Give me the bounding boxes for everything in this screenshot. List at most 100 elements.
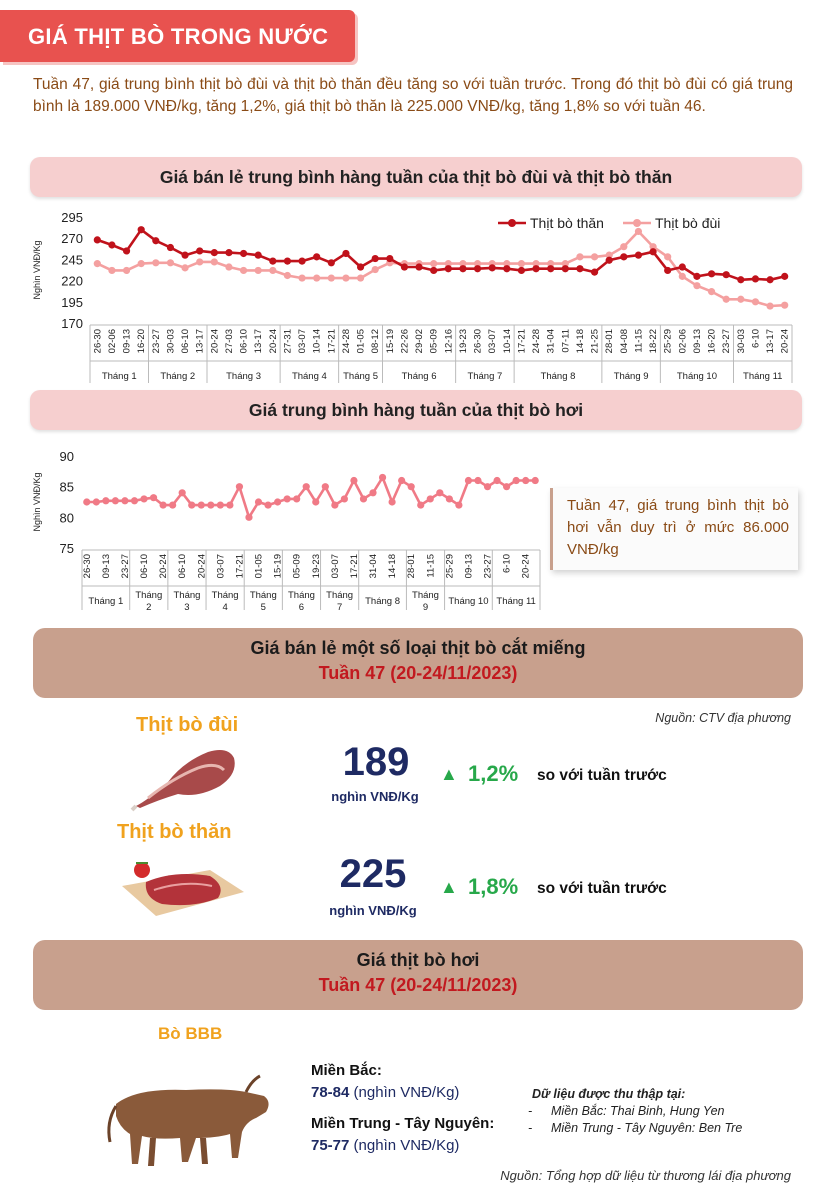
data-point bbox=[298, 274, 306, 282]
data-point bbox=[634, 251, 643, 259]
retail-price-chart: 295 270 245 220 195 170 Nghìn VNĐ/Kg 26-30 02-06… bbox=[32, 210, 793, 383]
x-tick-label: 20-24 bbox=[196, 554, 207, 578]
y-tick-label: 90 bbox=[60, 449, 74, 464]
data-point bbox=[137, 260, 145, 268]
product-name-dui: Thịt bò đùi bbox=[136, 714, 239, 736]
data-point bbox=[781, 301, 789, 309]
data-point bbox=[254, 498, 263, 506]
data-point bbox=[430, 260, 438, 268]
x-tick-label: 23-27 bbox=[120, 554, 131, 578]
data-point bbox=[166, 243, 175, 252]
cut-meat-title: Giá bán lẻ một số loại thịt bò cắt miếng bbox=[250, 638, 586, 658]
data-point bbox=[274, 498, 282, 506]
x-tick-label: 23-27 bbox=[483, 554, 494, 578]
x-tick-label: 03-07 bbox=[215, 554, 226, 578]
data-point bbox=[152, 237, 160, 245]
data-point bbox=[430, 266, 438, 275]
chart1-title: Giá bán lẻ trung bình hàng tuần của thịt… bbox=[159, 167, 673, 187]
data-point bbox=[283, 495, 291, 503]
x-tick-label: 05-09 bbox=[292, 554, 303, 578]
data-point bbox=[493, 476, 501, 485]
x-tick-label: 27-31 bbox=[282, 329, 293, 353]
x-tick-label: 11-15 bbox=[633, 329, 644, 353]
data-point bbox=[678, 272, 686, 280]
y-axis-label: Nghìn VNĐ/Kg bbox=[32, 240, 42, 299]
breed-name: Bò BBB bbox=[158, 1024, 223, 1043]
data-point bbox=[327, 259, 335, 267]
x-tick-label: 31-04 bbox=[368, 554, 379, 578]
y-tick-label: 80 bbox=[60, 510, 74, 525]
data-point bbox=[342, 249, 350, 258]
data-point bbox=[751, 298, 760, 306]
data-point bbox=[378, 473, 387, 482]
chart1-banner: Giá bán lẻ trung bình hàng tuần của thịt… bbox=[30, 157, 802, 197]
data-point bbox=[445, 495, 453, 503]
x-tick-label: 16-20 bbox=[136, 329, 147, 353]
data-point bbox=[92, 498, 100, 506]
data-point bbox=[169, 501, 177, 509]
month-label: 3 bbox=[184, 602, 189, 613]
data-point bbox=[340, 495, 348, 503]
data-point bbox=[254, 266, 262, 275]
data-point bbox=[111, 497, 119, 505]
x-tick-label: 01-05 bbox=[254, 554, 265, 578]
data-point bbox=[415, 263, 423, 271]
data-point bbox=[547, 260, 555, 268]
chart2-note-box: Tuần 47, giá trung bình thịt bò hơi vẫn … bbox=[550, 488, 798, 570]
month-label: Tháng 1 bbox=[88, 596, 123, 607]
beef-leg-image bbox=[130, 750, 235, 812]
data-point bbox=[707, 288, 716, 296]
data-point bbox=[503, 265, 511, 273]
data-point bbox=[436, 489, 444, 497]
y-tick-label: 295 bbox=[61, 210, 83, 225]
month-label: Tháng bbox=[173, 590, 200, 601]
series-line bbox=[96, 228, 785, 282]
data-point bbox=[102, 497, 110, 505]
month-label: 6 bbox=[299, 602, 304, 613]
x-tick-label: 28-01 bbox=[406, 554, 417, 578]
data-point bbox=[356, 263, 365, 271]
y-tick-label: 75 bbox=[60, 541, 74, 556]
data-point bbox=[108, 266, 116, 275]
legend-marker bbox=[633, 219, 641, 227]
x-tick-label: 04-08 bbox=[619, 329, 630, 353]
data-point bbox=[327, 274, 335, 282]
intro-paragraph: Tuần 47, giá trung bình thịt bò đùi và t… bbox=[33, 76, 793, 115]
x-tick-label: 01-05 bbox=[356, 329, 367, 353]
month-label: Tháng 8 bbox=[541, 371, 576, 382]
central-label: Miền Trung - Tây Nguyên: bbox=[311, 1115, 495, 1132]
x-tick-label: 26-30 bbox=[92, 329, 103, 353]
data-point bbox=[216, 501, 224, 509]
data-point bbox=[649, 243, 657, 251]
month-label: Tháng 7 bbox=[467, 371, 502, 382]
data-point bbox=[407, 483, 415, 491]
data-point bbox=[517, 266, 526, 275]
data-point bbox=[371, 265, 379, 274]
data-point bbox=[576, 265, 584, 273]
cut-meat-week: Tuần 47 (20-24/11/2023) bbox=[318, 663, 518, 683]
x-tick-label: 17-21 bbox=[326, 329, 337, 353]
month-label: Tháng bbox=[250, 590, 277, 601]
collect-item-2: Miền Trung - Tây Nguyên: Ben Tre bbox=[551, 1121, 743, 1135]
change-than: 1,8% bbox=[468, 874, 519, 899]
data-point bbox=[350, 476, 358, 485]
x-tick-label: 17-21 bbox=[349, 554, 360, 578]
x-tick-label: 24-28 bbox=[341, 329, 352, 353]
x-tick-label: 18-22 bbox=[648, 329, 659, 353]
data-point bbox=[400, 263, 409, 271]
data-point bbox=[561, 265, 569, 273]
data-point bbox=[620, 253, 628, 261]
data-point bbox=[547, 265, 555, 273]
month-label: Tháng 8 bbox=[365, 596, 400, 607]
data-point bbox=[93, 260, 101, 268]
x-tick-label: 15-19 bbox=[385, 329, 396, 353]
x-tick-label: 21-25 bbox=[590, 329, 601, 353]
vs-label-dui: so với tuần trước bbox=[537, 767, 667, 784]
data-point bbox=[426, 495, 434, 503]
x-tick-label: 16-20 bbox=[707, 329, 718, 353]
x-tick-label: 11-15 bbox=[425, 554, 436, 578]
data-point bbox=[235, 483, 244, 491]
data-point bbox=[196, 247, 204, 255]
x-tick-label: 20-24 bbox=[268, 329, 279, 353]
data-point bbox=[210, 249, 218, 257]
